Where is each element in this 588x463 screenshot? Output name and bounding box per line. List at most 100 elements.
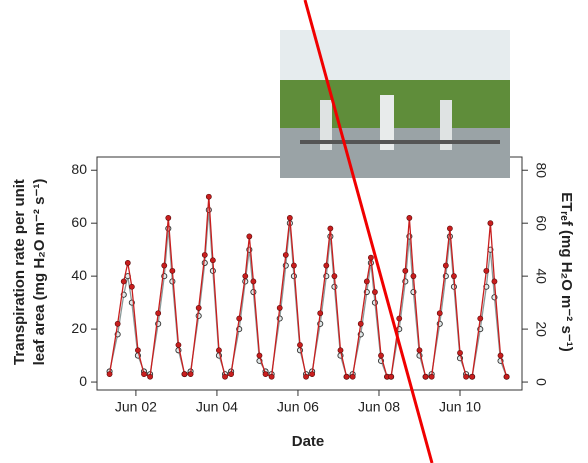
data-point [228,371,235,378]
data-point [372,289,378,295]
data-point [337,347,344,354]
data-point [169,278,176,285]
data-point [106,371,113,378]
data-point [297,342,303,348]
data-point [483,267,490,274]
data-point [201,252,208,258]
x-tick-label: Jun 10 [439,399,481,415]
data-point [128,283,135,290]
photo-pot [440,100,452,150]
data-point [246,233,253,240]
data-point [406,214,413,221]
y2-tick-label: 20 [533,321,549,337]
data-point [286,214,293,221]
data-point [250,278,257,285]
data-point [205,193,212,200]
data-point [181,371,188,378]
data-point [396,315,403,322]
photo-pot [380,95,394,150]
data-point [469,373,476,380]
y2-tick-label: 0 [533,378,549,386]
data-point [402,267,409,274]
data-point [422,373,429,380]
y-tick-label: 60 [71,214,87,230]
data-point [317,310,324,317]
data-point [161,262,168,269]
data-point [416,347,423,354]
data-point [262,371,269,378]
data-point [236,315,243,322]
x-tick-label: Jun 08 [358,399,400,415]
data-point [491,278,498,285]
y2-axis-label: ETᵣₑf (mg H₂O m⁻² s⁻¹) [558,192,575,351]
photo-plants [280,80,510,130]
data-point [349,373,356,380]
data-point [451,273,457,280]
annotation-line [303,0,434,463]
y2-tick-label: 80 [533,162,549,178]
data-point [256,352,263,359]
data-point [331,273,338,280]
x-tick-label: Jun 02 [115,399,157,415]
data-point [309,371,316,378]
x-axis-label: Date [292,433,325,450]
plot-area: 0 20 40 60 80 0 20 40 60 80 Jun 02 Jun 04 Jun 06 Jun … [71,156,549,415]
data-point [114,320,121,327]
data-point [442,262,449,269]
data-point [268,373,275,380]
data-point [428,373,435,380]
data-point [331,283,338,290]
data-point [463,373,469,380]
series-line [108,196,508,378]
data-point [357,320,364,327]
data-point [135,347,141,354]
data-point [436,310,443,317]
x-tick-label: Jun 06 [277,399,319,415]
data-point [175,342,182,348]
data-point [323,262,330,269]
data-point [378,352,384,359]
photo-inset [280,30,510,178]
data-point [124,260,131,266]
data-point [165,214,172,221]
y-tick-label: 20 [71,320,87,336]
data-point [450,283,457,290]
data-point [195,305,202,311]
data-point [363,278,370,285]
x-tick-label: Jun 04 [196,399,238,415]
data-point [290,273,297,280]
data-point [276,305,283,311]
data-point [120,278,127,285]
data-point [410,273,417,280]
y-tick-label: 0 [79,373,87,389]
y-axis-label: Transpiration rate per unit [11,179,28,365]
data-point [147,373,153,380]
data-point [165,225,172,232]
data-point [155,310,162,317]
data-point [457,350,463,356]
data-point [303,373,309,380]
photo-roof [280,30,510,85]
data-point [446,225,453,232]
data-point [503,373,510,380]
data-point [201,259,208,266]
data-point [141,371,147,378]
data-point [205,206,212,214]
data-point [242,273,249,280]
data-point [487,220,494,227]
y-tick-label: 80 [71,161,87,177]
photo-bench [300,140,500,144]
photo-pot [320,100,332,150]
data-point [343,373,350,380]
data-point [250,288,257,296]
data-point [282,252,289,258]
y2-tick-label: 40 [533,268,549,284]
data-point [367,254,374,261]
data-point [291,262,297,269]
y-axis-label: leaf area (mg H₂O m⁻² s⁻¹) [31,179,48,366]
data-point [388,373,395,380]
data-point [187,371,194,378]
data-point [222,373,228,380]
photo-floor [280,128,510,178]
